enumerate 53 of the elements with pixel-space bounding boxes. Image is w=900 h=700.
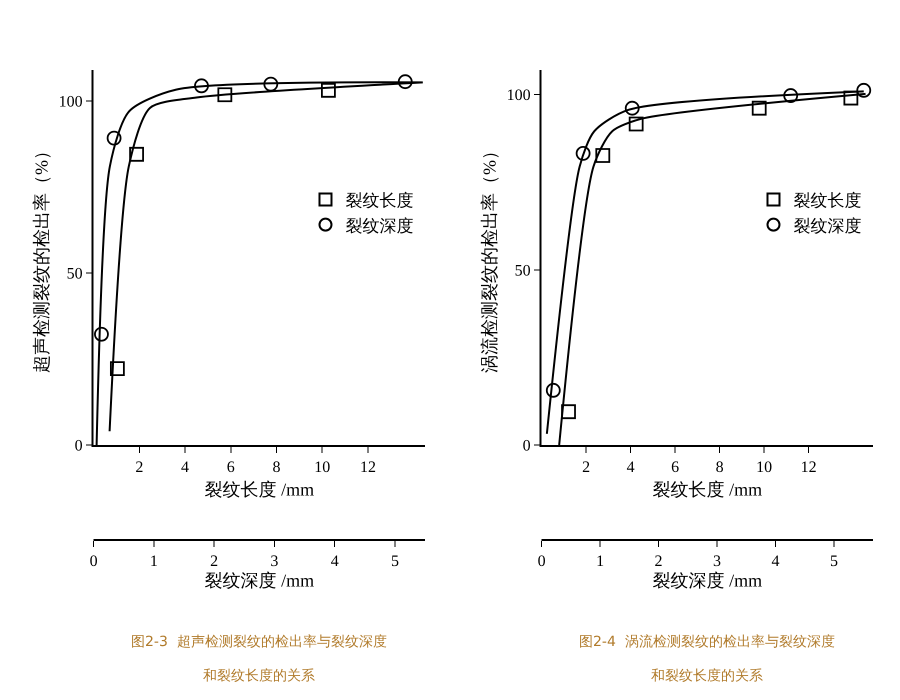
x2-tick-label: 3 xyxy=(713,552,722,570)
x-tick-label: 6 xyxy=(226,458,235,476)
x-tick-label: 10 xyxy=(314,458,330,476)
y-tick-label: 100 xyxy=(58,94,83,111)
x2-tick-label: 4 xyxy=(330,552,339,570)
x-tick-label: 2 xyxy=(135,458,144,476)
x-axis-title: 裂纹长度 /mm xyxy=(204,480,314,500)
caption: 图2-3 超声检测裂纹的检出率与裂纹深度 xyxy=(131,634,387,650)
x-tick-label: 8 xyxy=(716,458,724,476)
x-tick-label: 10 xyxy=(756,458,772,476)
legend-label: 裂纹长度 xyxy=(793,191,862,210)
y-axis-title: 涡流检测裂纹的检出率（%） xyxy=(479,142,500,373)
point xyxy=(595,148,610,163)
caption: 图2-4 涡流检测裂纹的检出率与裂纹深度 xyxy=(579,634,835,650)
x2-tick-label: 1 xyxy=(596,552,604,570)
point xyxy=(110,361,125,376)
y-tick-label: 0 xyxy=(74,438,83,455)
y-tick-label: 50 xyxy=(514,262,531,280)
x2-tick-label: 5 xyxy=(830,552,838,570)
x2-tick-label: 2 xyxy=(210,552,218,570)
x-tick-label: 12 xyxy=(800,458,817,476)
x-tick-label: 8 xyxy=(272,458,281,476)
x2-tick-label: 0 xyxy=(538,552,546,570)
x-axis-title: 裂纹长度 /mm xyxy=(652,480,762,500)
x2-tick-label: 4 xyxy=(771,552,780,570)
x-tick-label: 6 xyxy=(671,458,680,476)
legend-label: 裂纹深度 xyxy=(345,216,414,236)
text: 和裂纹长度的关系 xyxy=(651,668,763,684)
text: 和裂纹长度的关系 xyxy=(203,668,315,684)
x2-tick-label: 3 xyxy=(270,552,278,570)
point xyxy=(217,87,232,102)
legend-label: 裂纹长度 xyxy=(345,191,414,210)
y-tick-label: 0 xyxy=(522,438,531,455)
x2-tick-label: 1 xyxy=(150,552,158,570)
x-tick-label: 4 xyxy=(626,458,635,476)
legend-label: 裂纹深度 xyxy=(793,216,862,236)
x2-tick-label: 5 xyxy=(390,552,399,570)
x-tick-label: 2 xyxy=(582,458,590,476)
point xyxy=(561,404,576,420)
point xyxy=(843,90,858,106)
x-tick-label: 12 xyxy=(360,458,376,476)
y-tick-label: 100 xyxy=(506,87,531,104)
x-tick-label: 4 xyxy=(181,458,190,476)
x2-tick-label: 2 xyxy=(654,552,663,570)
x2-axis-title: 裂纹深度 /mm xyxy=(204,570,314,591)
point xyxy=(628,116,644,132)
x2-axis-title: 裂纹深度 /mm xyxy=(652,570,762,591)
point xyxy=(321,82,336,98)
point xyxy=(129,146,144,162)
y-axis-title: 超声检测裂纹的检出率（%） xyxy=(31,142,52,373)
y-tick-label: 50 xyxy=(66,266,83,283)
x2-tick-label: 0 xyxy=(90,552,98,570)
point xyxy=(752,100,767,116)
